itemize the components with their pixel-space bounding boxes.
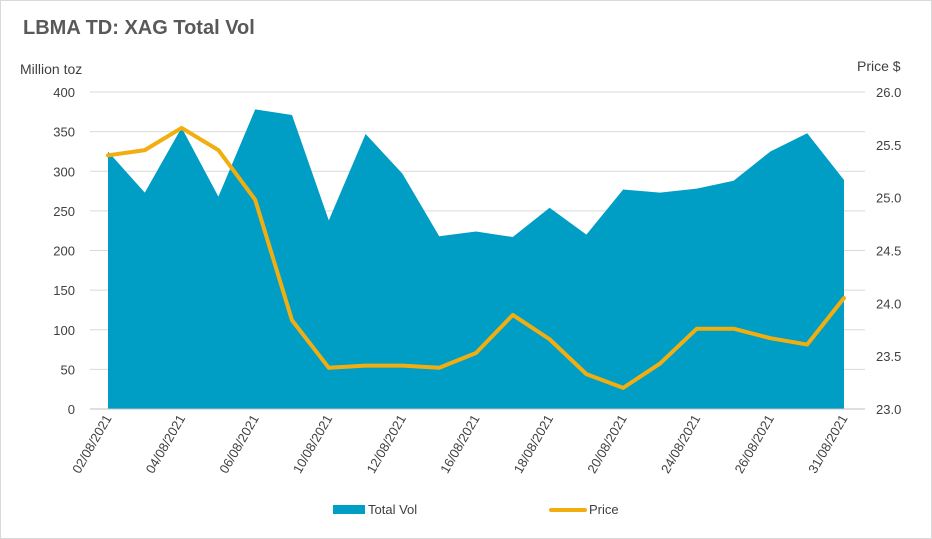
x-tick-label: 18/08/2021 [511,412,557,476]
x-tick-label: 04/08/2021 [143,412,189,476]
y-tick-label-right: 24.5 [876,244,901,259]
x-tick-label: 31/08/2021 [805,412,851,476]
y-tick-label-right: 25.5 [876,138,901,153]
y-tick-label-right: 26.0 [876,85,901,100]
legend-swatch-total-vol [333,505,365,514]
series-area-total-vol [108,109,844,409]
x-tick-label: 10/08/2021 [290,412,336,476]
y-tick-label-left: 400 [53,85,75,100]
x-tick-label: 06/08/2021 [216,412,262,476]
y-tick-label-right: 25.0 [876,191,901,206]
x-tick-label: 26/08/2021 [731,412,777,476]
y-tick-label-right: 23.0 [876,402,901,417]
series-line-price [106,125,846,390]
legend-label-price: Price [589,502,619,517]
legend-label-total-vol: Total Vol [368,502,417,517]
y-axis-label-left: Million toz [20,61,83,77]
x-tick-label: 16/08/2021 [437,412,483,476]
y-tick-label-left: 350 [53,125,75,140]
x-tick-label: 02/08/2021 [69,412,115,476]
y-tick-label-left: 0 [68,402,75,417]
y-tick-label-right: 24.0 [876,296,901,311]
x-tick-label: 12/08/2021 [363,412,409,476]
y-tick-label-left: 50 [61,362,75,377]
x-tick-label: 24/08/2021 [658,412,704,476]
y-tick-label-left: 100 [53,323,75,338]
y-tick-label-left: 250 [53,204,75,219]
y-tick-label-right: 23.5 [876,349,901,364]
x-tick-label: 20/08/2021 [584,412,630,476]
y-tick-label-left: 150 [53,283,75,298]
y-axis-label-right: Price $ [857,58,901,74]
y-tick-label-left: 300 [53,164,75,179]
y-tick-label-left: 200 [53,244,75,259]
chart-title: LBMA TD: XAG Total Vol [23,17,255,39]
